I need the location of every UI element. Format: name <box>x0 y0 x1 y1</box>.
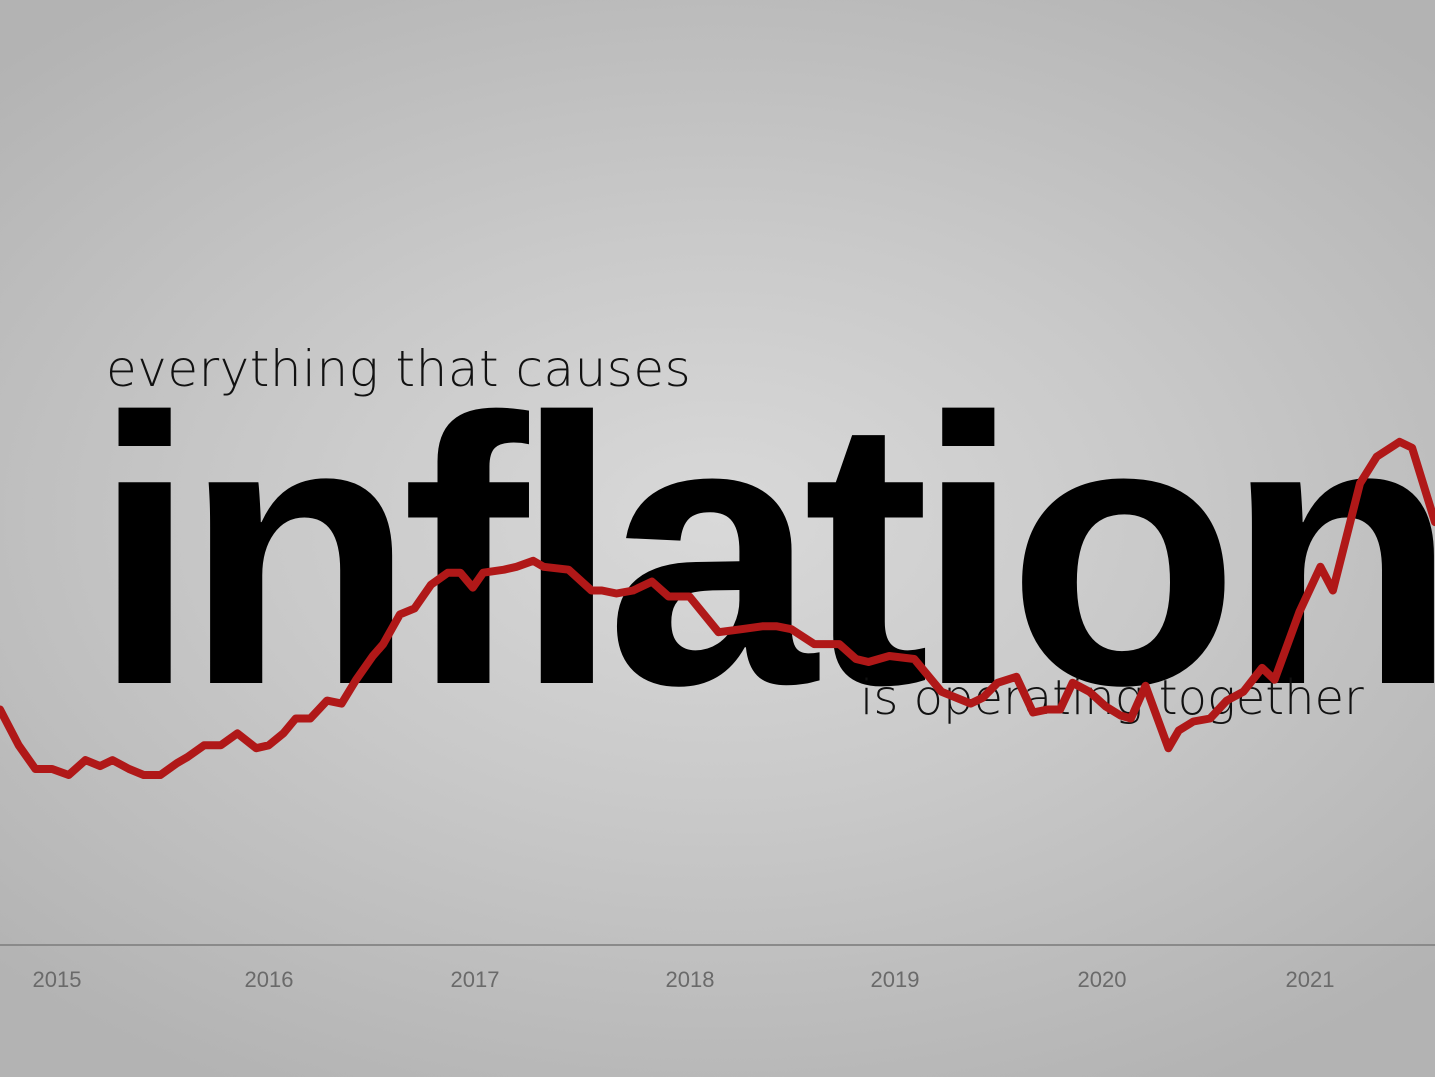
series-group <box>0 437 1435 779</box>
headline-bottom: is operating together <box>860 670 1364 726</box>
series-line-0 <box>0 437 1435 779</box>
x-tick-label-2018: 2018 <box>666 967 715 992</box>
x-tick-label-2015: 2015 <box>33 967 82 992</box>
x-tick-label-2017: 2017 <box>451 967 500 992</box>
x-tick-labels: 2015 2016 2017 2018 2019 2020 2021 <box>33 967 1335 992</box>
x-tick-label-2020: 2020 <box>1078 967 1127 992</box>
headline-main: inflation <box>92 339 1435 764</box>
x-tick-label-2016: 2016 <box>245 967 294 992</box>
x-tick-label-2021: 2021 <box>1286 967 1335 992</box>
x-tick-label-2019: 2019 <box>871 967 920 992</box>
headline-top: everything that causes <box>106 340 692 398</box>
